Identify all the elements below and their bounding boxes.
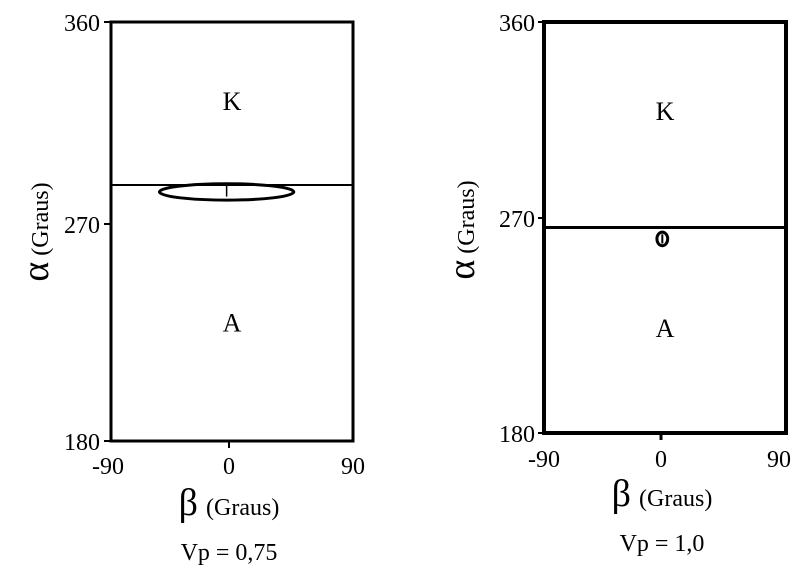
y-axis-label-text-left: α (Graus)	[15, 182, 57, 281]
y-axis-unit-right: (Graus)	[454, 180, 480, 253]
x-axis-unit-left: (Graus)	[206, 495, 279, 521]
y-axis-unit-left: (Graus)	[28, 182, 54, 255]
region-label-a-left: A	[223, 308, 242, 337]
region-label-k-right: K	[656, 97, 675, 126]
x-tick-label-0-left: 0	[223, 454, 235, 480]
x-tick-label-minus90-left: -90	[92, 454, 124, 480]
x-axis-unit-right: (Graus)	[639, 486, 712, 512]
y-axis-label-text-right: α (Graus)	[441, 180, 483, 279]
chart-right: 360 270 180 -90 0 90 K A α (Graus) β (Grau…	[441, 11, 791, 557]
x-ticks-right: -90 0 90	[528, 433, 791, 473]
plot-frame-left	[109, 20, 355, 443]
transition-ellipse-right	[655, 230, 670, 248]
y-tick-label-270-right: 270	[499, 207, 535, 233]
x-tick-label-0-right: 0	[655, 447, 667, 473]
x-axis-label-right: β (Graus)	[612, 473, 713, 515]
y-axis-symbol-left: α	[15, 262, 57, 282]
x-tick-label-minus90-right: -90	[528, 447, 560, 473]
x-ticks-left: -90 0 90	[92, 441, 365, 480]
y-tick-label-180-left: 180	[64, 430, 100, 456]
y-ticks-left: 360 270 180	[64, 11, 111, 456]
y-axis-label-left: α (Graus)	[15, 182, 57, 281]
y-tick-label-360-right: 360	[499, 11, 535, 37]
x-axis-label-left: β (Graus)	[179, 482, 280, 524]
y-tick-label-180-right: 180	[499, 422, 535, 448]
x-tick-label-90-left: 90	[341, 454, 365, 480]
chart-left: 360 270 180 -90 0 90 K A α (Graus) β (Grau…	[15, 11, 365, 566]
transition-ellipse-left	[157, 182, 296, 202]
x-axis-symbol-left: β	[179, 482, 198, 524]
y-ticks-right: 360 270 180	[499, 11, 544, 448]
x-tick-label-90-right: 90	[767, 447, 791, 473]
region-label-a-right: A	[656, 314, 675, 343]
x-axis-symbol-right: β	[612, 473, 631, 515]
y-tick-label-360-left: 360	[64, 11, 100, 37]
y-axis-label-right: α (Graus)	[441, 180, 483, 279]
region-label-k-left: K	[223, 87, 242, 116]
y-axis-symbol-right: α	[441, 260, 483, 280]
y-tick-label-270-left: 270	[64, 213, 100, 239]
caption-left: Vp = 0,75	[181, 540, 278, 566]
caption-right: Vp = 1,0	[620, 531, 705, 557]
